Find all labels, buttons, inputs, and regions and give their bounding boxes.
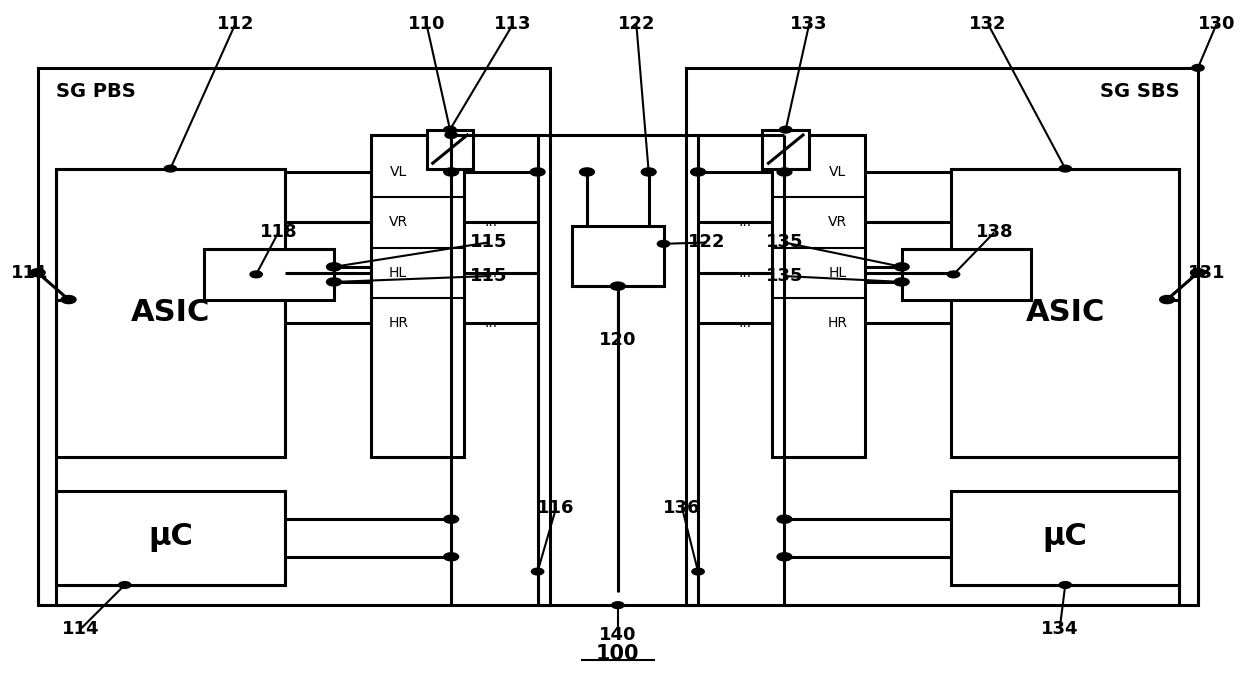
Text: 138: 138 bbox=[976, 223, 1013, 242]
Circle shape bbox=[894, 278, 909, 286]
Circle shape bbox=[611, 283, 624, 289]
Circle shape bbox=[894, 262, 909, 271]
Circle shape bbox=[642, 169, 655, 175]
Circle shape bbox=[444, 515, 459, 523]
Text: ...: ... bbox=[738, 215, 751, 229]
Circle shape bbox=[777, 553, 792, 561]
Bar bbox=[951, 491, 1179, 585]
Text: 131: 131 bbox=[1188, 264, 1225, 282]
Circle shape bbox=[326, 278, 341, 286]
Circle shape bbox=[657, 240, 670, 247]
Text: 132: 132 bbox=[970, 15, 1007, 33]
Circle shape bbox=[532, 568, 544, 575]
Text: 113: 113 bbox=[495, 15, 532, 33]
Circle shape bbox=[777, 515, 792, 523]
Text: ASIC: ASIC bbox=[130, 299, 210, 328]
Text: 130: 130 bbox=[1198, 15, 1235, 33]
Circle shape bbox=[611, 602, 624, 608]
Text: ...: ... bbox=[484, 266, 497, 280]
Text: 140: 140 bbox=[599, 627, 636, 644]
Circle shape bbox=[947, 271, 960, 278]
Text: 120: 120 bbox=[599, 331, 636, 349]
Text: VL: VL bbox=[389, 165, 407, 179]
Text: 133: 133 bbox=[790, 15, 828, 33]
Circle shape bbox=[250, 271, 263, 278]
Circle shape bbox=[30, 269, 45, 277]
Circle shape bbox=[444, 168, 459, 176]
Text: 122: 122 bbox=[688, 234, 725, 252]
Text: 115: 115 bbox=[470, 267, 507, 285]
Text: ASIC: ASIC bbox=[1025, 299, 1105, 328]
Circle shape bbox=[327, 279, 340, 285]
Bar bbox=[763, 130, 810, 169]
Text: μC: μC bbox=[148, 524, 193, 553]
Text: 111: 111 bbox=[11, 264, 48, 282]
Text: 136: 136 bbox=[663, 499, 701, 517]
Circle shape bbox=[895, 263, 908, 270]
Text: ...: ... bbox=[484, 316, 497, 330]
Text: ...: ... bbox=[484, 215, 497, 229]
Bar bbox=[37, 68, 551, 605]
Bar bbox=[901, 249, 1032, 299]
Circle shape bbox=[327, 263, 340, 270]
Text: 134: 134 bbox=[1040, 620, 1079, 637]
Circle shape bbox=[780, 127, 792, 133]
Text: 110: 110 bbox=[408, 15, 445, 33]
Bar bbox=[427, 130, 474, 169]
Circle shape bbox=[641, 168, 656, 176]
Text: 114: 114 bbox=[62, 620, 99, 637]
Circle shape bbox=[1159, 295, 1174, 304]
Circle shape bbox=[164, 166, 176, 172]
Circle shape bbox=[579, 168, 594, 176]
Bar bbox=[951, 169, 1179, 458]
Text: 135: 135 bbox=[766, 234, 804, 252]
Circle shape bbox=[691, 168, 706, 176]
Text: 115: 115 bbox=[470, 234, 507, 252]
Text: HL: HL bbox=[389, 266, 407, 280]
Text: SG PBS: SG PBS bbox=[56, 82, 136, 101]
Circle shape bbox=[444, 553, 459, 561]
Circle shape bbox=[610, 282, 625, 290]
Bar bbox=[572, 225, 663, 286]
Circle shape bbox=[445, 132, 458, 139]
Text: VR: VR bbox=[388, 215, 408, 229]
Circle shape bbox=[692, 568, 704, 575]
Text: VL: VL bbox=[828, 165, 846, 179]
Circle shape bbox=[1192, 65, 1204, 71]
Bar bbox=[773, 135, 864, 458]
Circle shape bbox=[326, 262, 341, 271]
Text: 122: 122 bbox=[618, 15, 655, 33]
Bar bbox=[56, 169, 284, 458]
Text: HR: HR bbox=[388, 316, 408, 330]
Text: 116: 116 bbox=[537, 499, 575, 517]
Bar bbox=[56, 491, 284, 585]
Circle shape bbox=[777, 168, 792, 176]
Circle shape bbox=[531, 168, 546, 176]
Text: VR: VR bbox=[828, 215, 847, 229]
Bar bbox=[686, 68, 1198, 605]
Circle shape bbox=[1059, 581, 1071, 588]
Circle shape bbox=[444, 127, 456, 133]
Circle shape bbox=[895, 279, 908, 285]
Text: ...: ... bbox=[738, 316, 751, 330]
Text: SG SBS: SG SBS bbox=[1100, 82, 1179, 101]
Circle shape bbox=[119, 581, 131, 588]
Text: 112: 112 bbox=[217, 15, 254, 33]
Circle shape bbox=[61, 295, 76, 304]
Text: HL: HL bbox=[828, 266, 847, 280]
Bar bbox=[371, 135, 464, 458]
Bar bbox=[205, 249, 334, 299]
Text: ...: ... bbox=[738, 266, 751, 280]
Text: 135: 135 bbox=[766, 267, 804, 285]
Text: 100: 100 bbox=[596, 643, 640, 664]
Circle shape bbox=[1190, 269, 1205, 277]
Text: HR: HR bbox=[827, 316, 847, 330]
Text: μC: μC bbox=[1043, 524, 1087, 553]
Circle shape bbox=[1059, 166, 1071, 172]
Text: 118: 118 bbox=[259, 223, 298, 242]
